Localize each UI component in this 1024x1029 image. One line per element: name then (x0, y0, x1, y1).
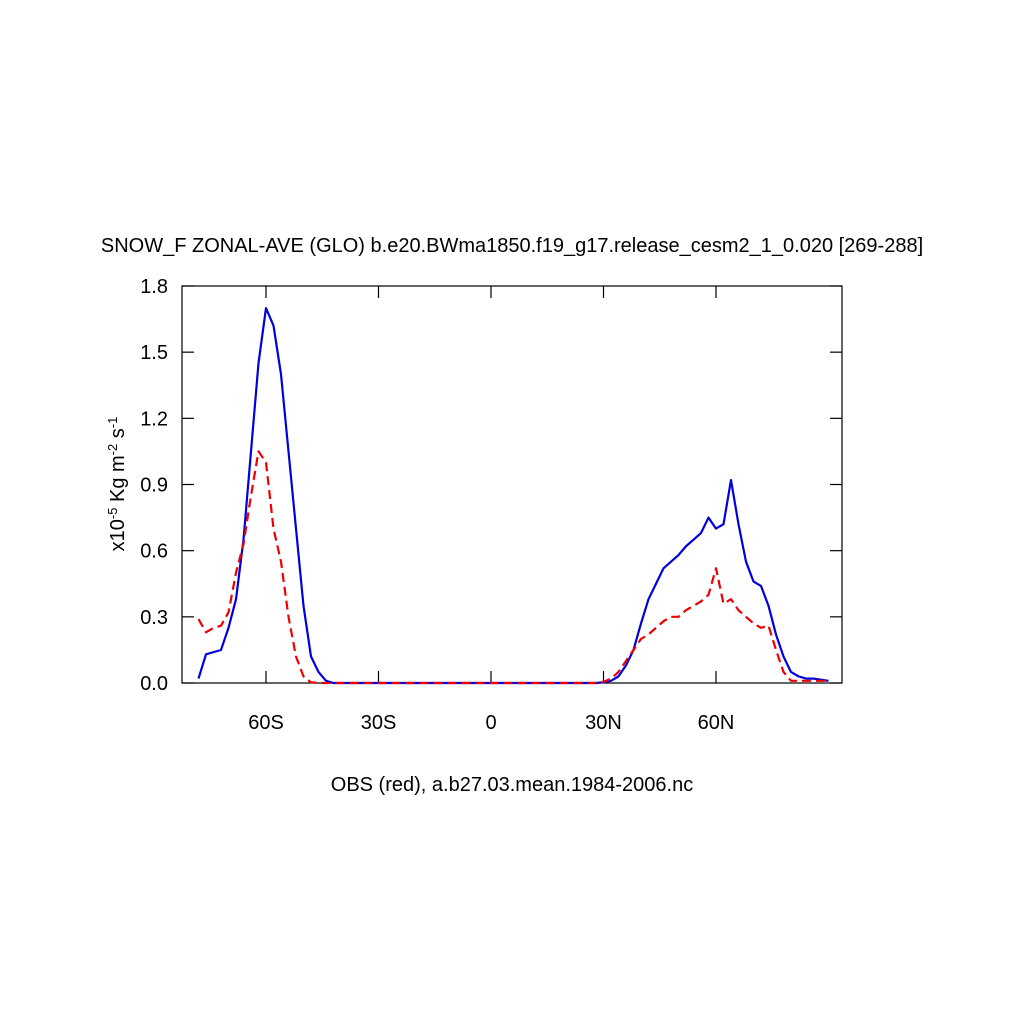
y-tick-label: 0.6 (140, 541, 168, 563)
series-line (197, 306, 829, 685)
y-axis-label-part: Kg m (107, 455, 129, 507)
y-tick-label: 0.9 (140, 475, 168, 497)
y-tick-label: 0.3 (140, 607, 168, 629)
y-axis-label-part: -5 (105, 508, 120, 520)
y-tick-label: 1.5 (140, 342, 168, 364)
x-tick-label: 60N (698, 712, 735, 734)
y-axis-label-part: x10 (107, 519, 129, 551)
y-axis-label-part: -2 (105, 444, 120, 456)
x-axis-label: OBS (red), a.b27.03.mean.1984-2006.nc (331, 774, 693, 796)
y-tick-label: 0.0 (140, 673, 168, 695)
chart-title: SNOW_F ZONAL-AVE (GLO) b.e20.BWma1850.f1… (101, 235, 923, 257)
y-axis-label-part: s (107, 428, 129, 444)
y-tick-label: 1.8 (140, 276, 168, 298)
x-tick-label: 30S (361, 712, 397, 734)
x-tick-label: 60S (248, 712, 284, 734)
y-tick-label: 1.2 (140, 408, 168, 430)
x-tick-label: 0 (485, 712, 496, 734)
series-line (197, 450, 829, 685)
y-axis-label-part: -1 (105, 417, 120, 429)
y-axis-label: x10-5 Kg m-2 s-1 (105, 417, 130, 552)
x-tick-label: 30N (585, 712, 622, 734)
